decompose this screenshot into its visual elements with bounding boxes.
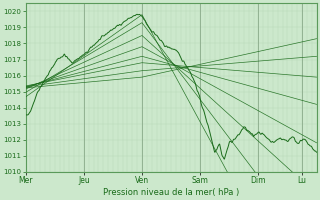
X-axis label: Pression niveau de la mer( hPa ): Pression niveau de la mer( hPa ) [103, 188, 239, 197]
